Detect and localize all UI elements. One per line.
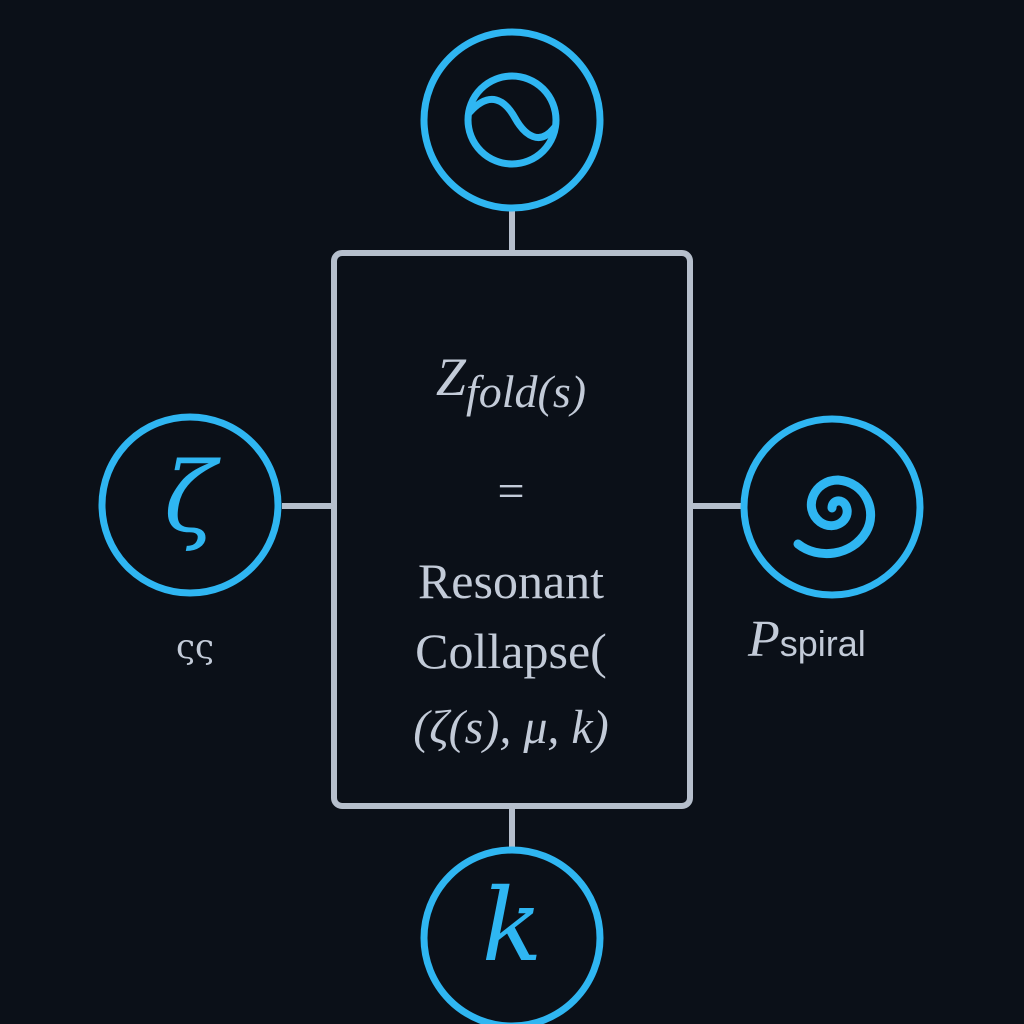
formula-lhs: Zfold(s) [336,347,686,415]
formula-equals: = [497,465,525,518]
zeta-glyph: ζ [163,442,217,554]
right-label-subscript: spiral [779,623,866,664]
top-node [420,28,604,212]
formula-z-argument: (s) [537,366,587,417]
k-glyph: k [481,867,543,984]
formula-z-symbol: Z [435,347,466,407]
spiral-icon [793,475,876,559]
bottom-node-circle [420,846,604,1024]
formula-text: Zfold(s) = Resonant Collapse( (ζ(s), μ, … [336,258,686,802]
central-formula-box [331,250,693,809]
bottom-node [420,846,604,1024]
left-node-label: ςς [175,627,215,667]
right-node-label: Pspiral [748,614,866,666]
right-node-circle [740,415,924,599]
formula-arguments: (ζ(s), μ, k) [413,701,609,754]
left-node-circle [98,413,282,597]
top-node-circle [420,28,604,212]
right-node [740,415,924,599]
left-node [98,413,282,597]
right-label-symbol: P [748,611,780,668]
formula-z-subscript: fold [465,366,538,417]
wave-circle-icon [464,72,560,168]
formula-word-collapse: Collapse( [415,623,607,679]
formula-word-resonant: Resonant [417,553,605,609]
